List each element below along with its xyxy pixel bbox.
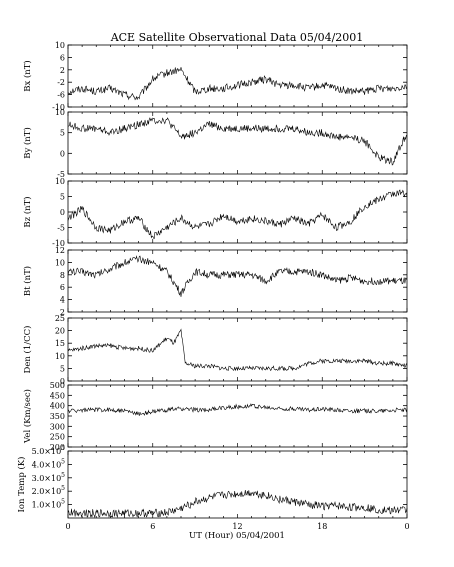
series-line [67, 67, 408, 101]
y-tick-label: 5.0×105 [32, 445, 66, 456]
y-tick-label: 0 [60, 377, 65, 386]
y-tick-label: -2 [57, 78, 65, 87]
y-tick-label: 4 [60, 296, 65, 305]
series-line [67, 117, 408, 166]
y-tick-label: 8 [60, 271, 65, 280]
y-tick-label: 10 [55, 258, 65, 267]
y-tick-label: 10 [55, 352, 65, 361]
y-tick-label: 10 [55, 41, 65, 50]
y-axis-title: Bz (nT) [22, 196, 33, 227]
x-tick-label: 18 [317, 522, 327, 531]
y-tick-label: -10 [52, 103, 65, 112]
panel-frame [67, 180, 408, 244]
y-tick-label: 25 [55, 314, 65, 323]
panel-1: 10 6 2 -2 -6 -10 Bx (nT) [22, 41, 408, 112]
y-tick-label: 10 [55, 177, 65, 186]
x-axis-title: UT (Hour) 05/04/2001 [189, 530, 285, 541]
series-line [67, 403, 408, 416]
x-tick-label: 0 [65, 522, 70, 531]
series-line [67, 489, 408, 519]
series-line [67, 189, 408, 240]
y-tick-label: 3.0×105 [32, 472, 66, 483]
y-axis-title: By (nT) [22, 127, 33, 159]
y-tick-label: 2.0×105 [32, 485, 66, 496]
panel-frame [67, 450, 408, 519]
y-axis-title: Bt (nT) [22, 266, 33, 296]
y-axis-title: Bx (nT) [22, 60, 33, 92]
y-tick-label: 15 [55, 339, 65, 348]
panel-4: 12 10 8 6 4 2 Bt (nT) [22, 246, 408, 317]
y-axis-title: Den (1/CC) [22, 326, 33, 374]
y-tick-label: 5 [60, 193, 65, 202]
y-axis-title: Vel (Km/sec) [22, 389, 33, 444]
y-tick-label: 2 [60, 308, 65, 317]
y-tick-label: -5 [57, 224, 65, 233]
y-tick-label: -6 [57, 91, 65, 100]
y-tick-label: 0 [60, 149, 65, 158]
y-tick-label: 6 [60, 53, 65, 62]
y-tick-label: 450 [50, 391, 65, 400]
y-tick-label: 20 [55, 327, 65, 336]
y-tick-label: 2 [60, 66, 65, 75]
chart-title: ACE Satellite Observational Data 05/04/2… [110, 31, 364, 44]
y-tick-label: 1.0×105 [32, 499, 66, 510]
y-tick-label: 6 [60, 283, 65, 292]
series-line [67, 255, 408, 297]
y-tick-label: -5 [57, 170, 65, 179]
panel-frame [67, 384, 408, 448]
panel-5: 25 20 15 10 5 0 Den (1/CC) [22, 314, 408, 386]
y-tick-label: 10 [55, 108, 65, 117]
panel-frame [67, 44, 408, 108]
y-tick-label: 500 [50, 381, 65, 390]
y-tick-label: 350 [50, 412, 65, 421]
panel-3: 10 5 0 -5 -10 Bz (nT) [22, 177, 408, 248]
panels-group: 10 6 2 -2 -6 -10 Bx (nT) 10 5 0 -5 By (nT) 10 5 0 -5 -10… [16, 41, 410, 531]
panel-frame [67, 249, 408, 313]
y-tick-label: 200 [50, 443, 65, 452]
y-tick-label: 12 [55, 246, 65, 255]
y-tick-label: 4.0×105 [32, 458, 66, 469]
series-line [67, 328, 408, 372]
panel-frame [67, 317, 408, 382]
panel-frame [67, 111, 408, 175]
panel-2: 10 5 0 -5 By (nT) [22, 108, 408, 179]
x-tick-label: 6 [150, 522, 155, 531]
y-tick-label: 300 [50, 422, 65, 431]
y-tick-label: 5 [60, 364, 65, 373]
x-tick-label: 0 [404, 522, 409, 531]
y-axis-title: Ion Temp (K) [16, 457, 27, 513]
y-tick-label: 250 [50, 433, 65, 442]
y-tick-label: 5 [60, 129, 65, 138]
y-tick-label: 0 [60, 208, 65, 217]
y-tick-label: -10 [52, 239, 65, 248]
panel-7: 5.0×105 4.0×105 3.0×105 2.0×105 1.0×105 Ion T… [16, 445, 410, 531]
x-tick-label: 12 [232, 522, 242, 531]
y-tick-label: 400 [50, 402, 65, 411]
